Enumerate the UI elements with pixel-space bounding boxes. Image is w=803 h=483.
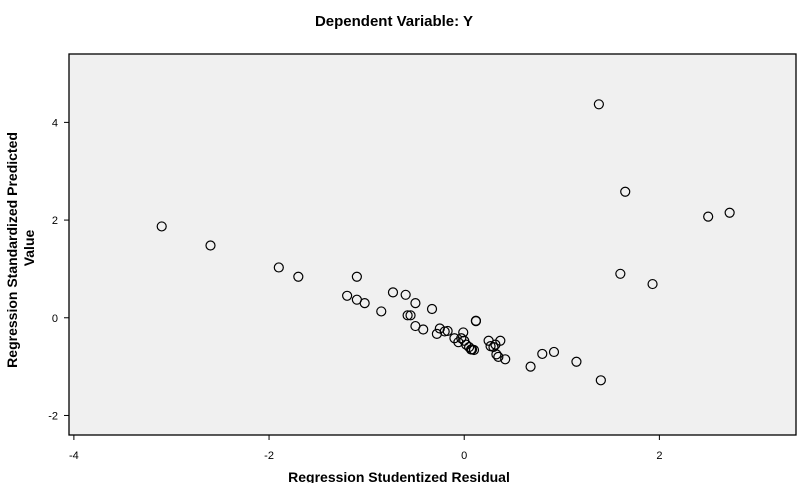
y-axis-label-line-1: Regression Standardized Predicted <box>4 132 20 368</box>
y-axis-label-line-2: Value <box>21 230 37 267</box>
data-point <box>376 306 387 317</box>
data-point <box>156 221 167 232</box>
chart-title: Dependent Variable: Y <box>315 13 473 30</box>
data-point <box>351 271 362 282</box>
data-point <box>548 346 560 358</box>
data-point <box>458 327 469 338</box>
x-tick-label: 2 <box>656 450 662 462</box>
x-tick-label: -2 <box>264 450 274 462</box>
data-point <box>703 211 714 222</box>
data-point <box>647 278 658 290</box>
data-point <box>593 99 604 110</box>
data-point <box>493 351 504 362</box>
data-point <box>620 186 631 197</box>
data-point <box>500 354 511 365</box>
data-points <box>156 99 735 386</box>
axis-ticks: -4 -2 0 2 -2 0 2 4 <box>48 117 662 462</box>
y-axis-label: Regression Standardized Predicted Value <box>4 128 37 368</box>
data-point <box>571 356 582 367</box>
data-point <box>431 328 442 339</box>
x-tick-label: -4 <box>69 450 79 462</box>
data-point <box>463 341 475 353</box>
data-point <box>387 287 399 298</box>
y-tick-label: -2 <box>48 410 58 422</box>
y-tick-label: 2 <box>52 215 58 227</box>
data-point <box>293 271 304 282</box>
data-point <box>495 335 506 346</box>
data-point <box>615 268 626 279</box>
plot-area <box>68 53 797 436</box>
data-point <box>525 361 536 372</box>
data-point <box>342 290 353 301</box>
data-point <box>400 289 411 300</box>
data-point <box>537 348 548 360</box>
data-point <box>205 240 216 251</box>
data-point <box>434 323 445 334</box>
data-point <box>488 341 499 353</box>
x-tick-label: 0 <box>461 450 467 462</box>
data-point <box>405 310 416 321</box>
data-point <box>442 325 453 337</box>
data-point <box>470 316 482 327</box>
x-axis-label: Regression Studentized Residual <box>288 469 510 483</box>
data-point <box>273 262 284 273</box>
data-point <box>418 324 429 335</box>
data-point <box>595 375 606 386</box>
y-tick-label: 0 <box>52 313 58 325</box>
data-point <box>724 207 735 218</box>
data-point <box>426 303 438 315</box>
data-point <box>359 298 370 309</box>
data-point <box>402 310 413 321</box>
data-point <box>456 333 467 344</box>
data-point <box>410 298 421 309</box>
data-point <box>468 344 480 356</box>
data-point <box>491 349 502 360</box>
y-tick-label: 4 <box>52 117 58 129</box>
